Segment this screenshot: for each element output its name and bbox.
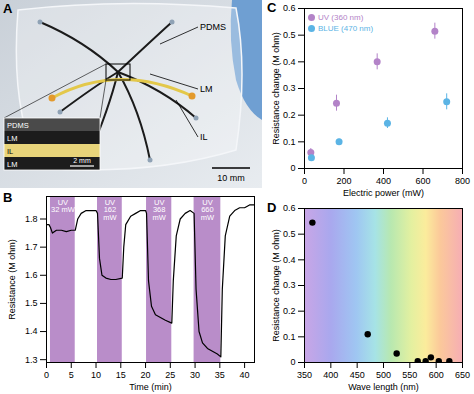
svg-text:0: 0 xyxy=(44,370,49,380)
svg-text:0: 0 xyxy=(302,176,307,186)
svg-text:0.5: 0.5 xyxy=(283,30,296,40)
svg-text:0.5: 0.5 xyxy=(283,229,296,239)
svg-text:10: 10 xyxy=(91,370,101,380)
svg-text:0: 0 xyxy=(290,357,295,367)
html-text:B: B xyxy=(3,190,13,205)
svg-text:Resistance change (M ohm): Resistance change (M ohm) xyxy=(271,229,281,342)
svg-text:0.6: 0.6 xyxy=(283,3,296,13)
svg-text:Electric power (mW): Electric power (mW) xyxy=(343,188,424,198)
svg-text:0.3: 0.3 xyxy=(283,83,296,93)
svg-text:25: 25 xyxy=(165,370,175,380)
svg-text:400: 400 xyxy=(323,370,338,380)
svg-text:IL: IL xyxy=(200,132,208,142)
svg-text:0.4: 0.4 xyxy=(283,255,296,265)
svg-text:550: 550 xyxy=(402,370,417,380)
svg-text:0.2: 0.2 xyxy=(283,306,296,316)
svg-text:35: 35 xyxy=(215,370,225,380)
svg-text:1.4: 1.4 xyxy=(25,326,38,336)
html-text:UV (360 nm): UV (360 nm) xyxy=(318,13,364,22)
svg-text:40: 40 xyxy=(240,370,250,380)
html-text:C: C xyxy=(267,0,277,15)
svg-text:Resistance change (M ohm): Resistance change (M ohm) xyxy=(271,32,281,145)
svg-text:Time (min): Time (min) xyxy=(129,382,172,392)
svg-text:Wave length (nm): Wave length (nm) xyxy=(348,382,419,392)
svg-text:0.3: 0.3 xyxy=(283,280,296,290)
svg-text:LM: LM xyxy=(7,160,17,169)
svg-text:LM: LM xyxy=(7,134,17,143)
svg-text:15: 15 xyxy=(116,370,126,380)
svg-text:UV368mW: UV368mW xyxy=(153,198,167,222)
svg-text:5: 5 xyxy=(69,370,74,380)
svg-text:350: 350 xyxy=(297,370,312,380)
svg-text:1.8: 1.8 xyxy=(25,214,38,224)
svg-text:UV162mW: UV162mW xyxy=(103,198,117,222)
svg-text:1.7: 1.7 xyxy=(25,242,38,252)
svg-text:0.1: 0.1 xyxy=(283,137,296,147)
svg-text:450: 450 xyxy=(350,370,365,380)
svg-text:IL: IL xyxy=(7,147,13,156)
svg-text:2 mm: 2 mm xyxy=(73,157,91,164)
svg-text:PDMS: PDMS xyxy=(7,121,29,130)
svg-text:500: 500 xyxy=(376,370,391,380)
svg-text:UV32 mW: UV32 mW xyxy=(51,198,76,215)
svg-text:10 mm: 10 mm xyxy=(217,173,245,183)
svg-text:0.2: 0.2 xyxy=(283,110,296,120)
svg-text:1.3: 1.3 xyxy=(25,355,38,365)
svg-text:650: 650 xyxy=(455,370,470,380)
svg-text:0.1: 0.1 xyxy=(283,332,296,342)
svg-text:0: 0 xyxy=(290,163,295,173)
html-text:BLUE (470 nm): BLUE (470 nm) xyxy=(318,24,374,33)
svg-text:0.4: 0.4 xyxy=(283,57,296,67)
svg-text:Resistance (M ohm): Resistance (M ohm) xyxy=(7,239,17,320)
html-text:A: A xyxy=(3,1,13,16)
svg-text:PDMS: PDMS xyxy=(200,22,226,32)
svg-text:0.6: 0.6 xyxy=(283,203,296,213)
svg-text:600: 600 xyxy=(429,370,444,380)
svg-text:LM: LM xyxy=(200,84,213,94)
svg-text:800: 800 xyxy=(455,176,470,186)
svg-text:1.6: 1.6 xyxy=(25,270,38,280)
svg-text:1.5: 1.5 xyxy=(25,298,38,308)
svg-text:20: 20 xyxy=(141,370,151,380)
svg-text:400: 400 xyxy=(376,176,391,186)
svg-text:600: 600 xyxy=(415,176,430,186)
html-text:D: D xyxy=(267,200,277,215)
svg-text:30: 30 xyxy=(190,370,200,380)
svg-text:UV660mW: UV660mW xyxy=(201,198,215,222)
svg-text:200: 200 xyxy=(336,176,351,186)
